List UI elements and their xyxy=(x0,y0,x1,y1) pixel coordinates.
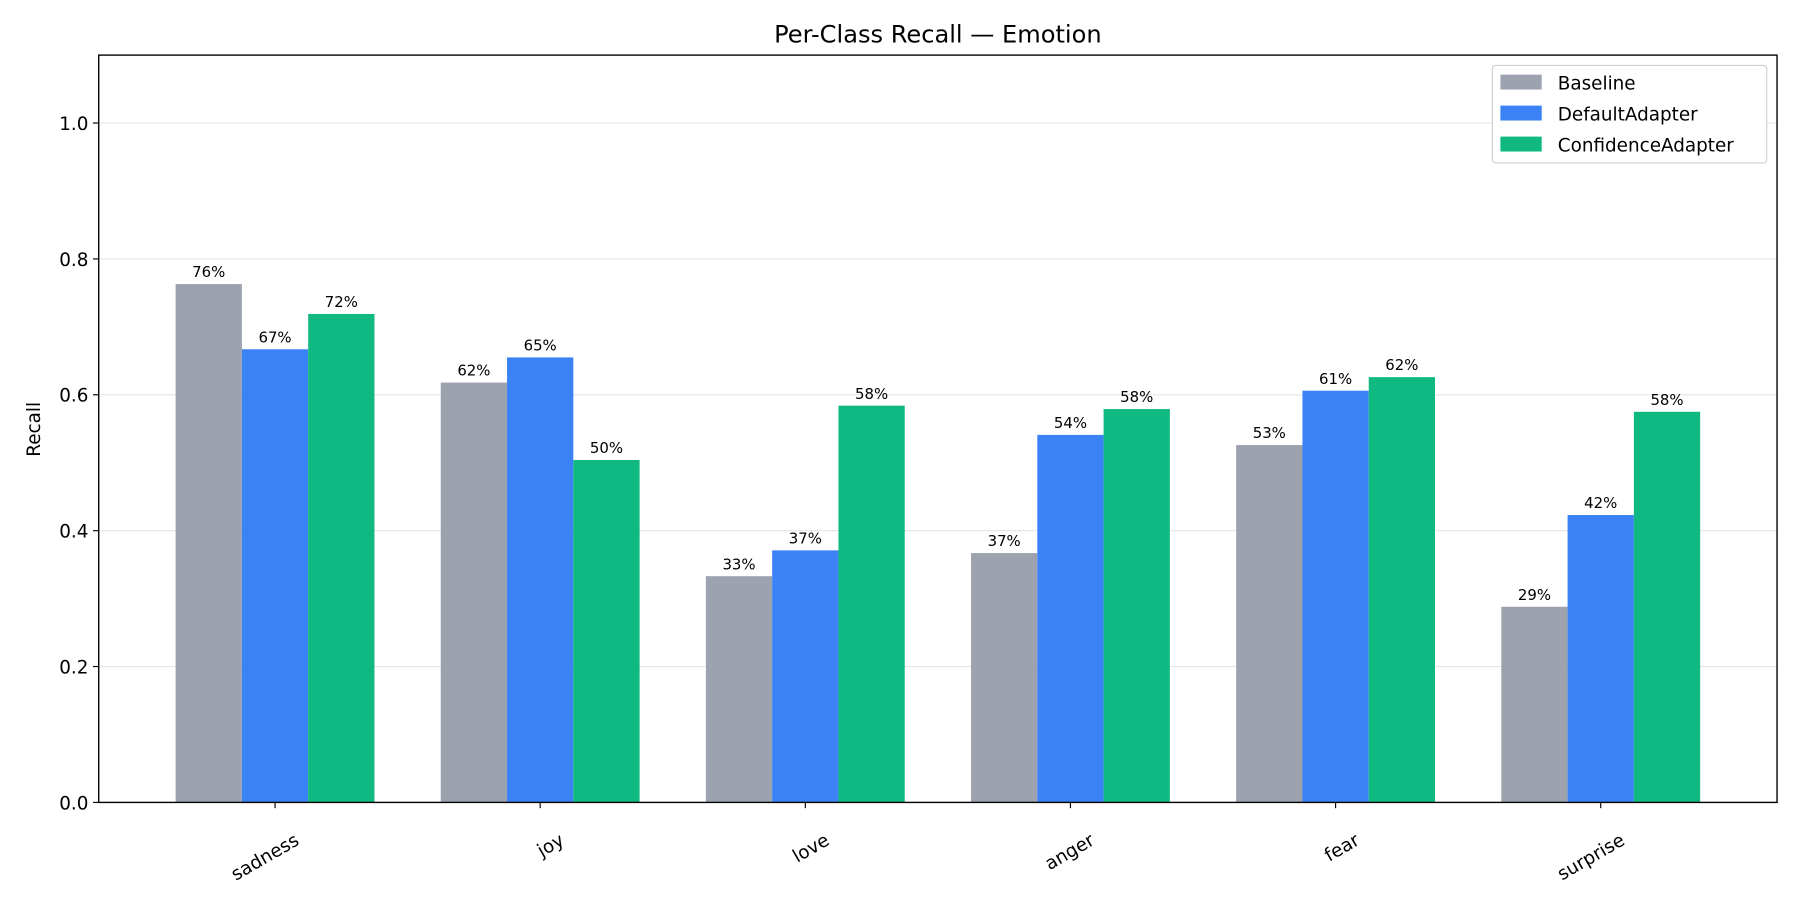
y-tick-label: 1.0 xyxy=(59,114,88,135)
chart-title: Per-Class Recall — Emotion xyxy=(774,20,1101,48)
x-tick-label: surprise xyxy=(1554,830,1629,885)
legend-swatch xyxy=(1500,105,1542,121)
bar-DefaultAdapter-sadness xyxy=(241,349,309,803)
bar-Baseline-sadness xyxy=(175,284,242,803)
bar-value-label: 61% xyxy=(1319,370,1352,388)
bar-ConfidenceAdapter-surprise xyxy=(1633,411,1701,803)
bar-value-label: 33% xyxy=(722,555,755,573)
x-tick-label: sadness xyxy=(228,830,303,885)
bar-ConfidenceAdapter-joy xyxy=(573,460,640,803)
y-axis-label: Recall xyxy=(24,402,45,457)
x-tick-label: joy xyxy=(533,830,568,862)
legend-label: ConfidenceAdapter xyxy=(1558,136,1735,157)
bar-value-label: 62% xyxy=(457,362,490,380)
legend-swatch xyxy=(1500,136,1542,152)
bar-Baseline-fear xyxy=(1236,445,1303,803)
bar-Baseline-joy xyxy=(440,382,508,803)
y-tick-label: 0.8 xyxy=(59,250,88,271)
bar-value-label: 76% xyxy=(192,263,225,281)
bar-value-label: 37% xyxy=(789,529,822,547)
bar-value-label: 65% xyxy=(524,337,557,355)
bar-value-label: 62% xyxy=(1385,356,1418,374)
bar-DefaultAdapter-anger xyxy=(1037,434,1104,803)
x-tick-label: fear xyxy=(1321,830,1364,867)
legend-box xyxy=(1491,64,1768,164)
bar-ConfidenceAdapter-love xyxy=(838,405,905,803)
bar-value-label: 72% xyxy=(325,293,358,311)
bar-value-label: 67% xyxy=(258,328,291,346)
bar-Baseline-anger xyxy=(971,553,1038,803)
legend-label: DefaultAdapter xyxy=(1558,105,1698,126)
bar-value-label: 58% xyxy=(855,385,888,403)
bar-Baseline-love xyxy=(705,576,773,803)
y-tick-label: 0.0 xyxy=(59,793,88,814)
bar-ConfidenceAdapter-sadness xyxy=(308,313,375,803)
y-tick-label: 0.4 xyxy=(59,522,88,543)
legend-label: Baseline xyxy=(1558,74,1636,95)
x-tick-label: love xyxy=(789,830,833,867)
bar-ConfidenceAdapter-fear xyxy=(1368,377,1436,803)
legend: Baseline DefaultAdapter ConfidenceAdapter xyxy=(1491,64,1768,164)
bar-value-label: 58% xyxy=(1120,388,1153,406)
x-tick-label: anger xyxy=(1041,830,1098,875)
bar-DefaultAdapter-love xyxy=(772,550,839,803)
bar-DefaultAdapter-fear xyxy=(1302,390,1369,803)
bar-value-label: 54% xyxy=(1054,414,1087,432)
bar-value-label: 50% xyxy=(590,439,623,457)
y-tick-label: 0.6 xyxy=(59,386,88,407)
bar-value-label: 29% xyxy=(1518,586,1551,604)
bar-value-label: 53% xyxy=(1253,424,1286,442)
bar-value-label: 58% xyxy=(1650,391,1683,409)
bar-value-label: 37% xyxy=(988,532,1021,550)
bar-DefaultAdapter-joy xyxy=(507,357,574,803)
bar-value-label: 42% xyxy=(1584,494,1617,512)
bar-DefaultAdapter-surprise xyxy=(1567,515,1634,803)
bar-Baseline-surprise xyxy=(1501,606,1568,803)
y-tick-label: 0.2 xyxy=(59,657,88,678)
bar-ConfidenceAdapter-anger xyxy=(1103,409,1170,803)
plot-frame xyxy=(98,54,1778,804)
legend-swatch xyxy=(1500,74,1542,90)
